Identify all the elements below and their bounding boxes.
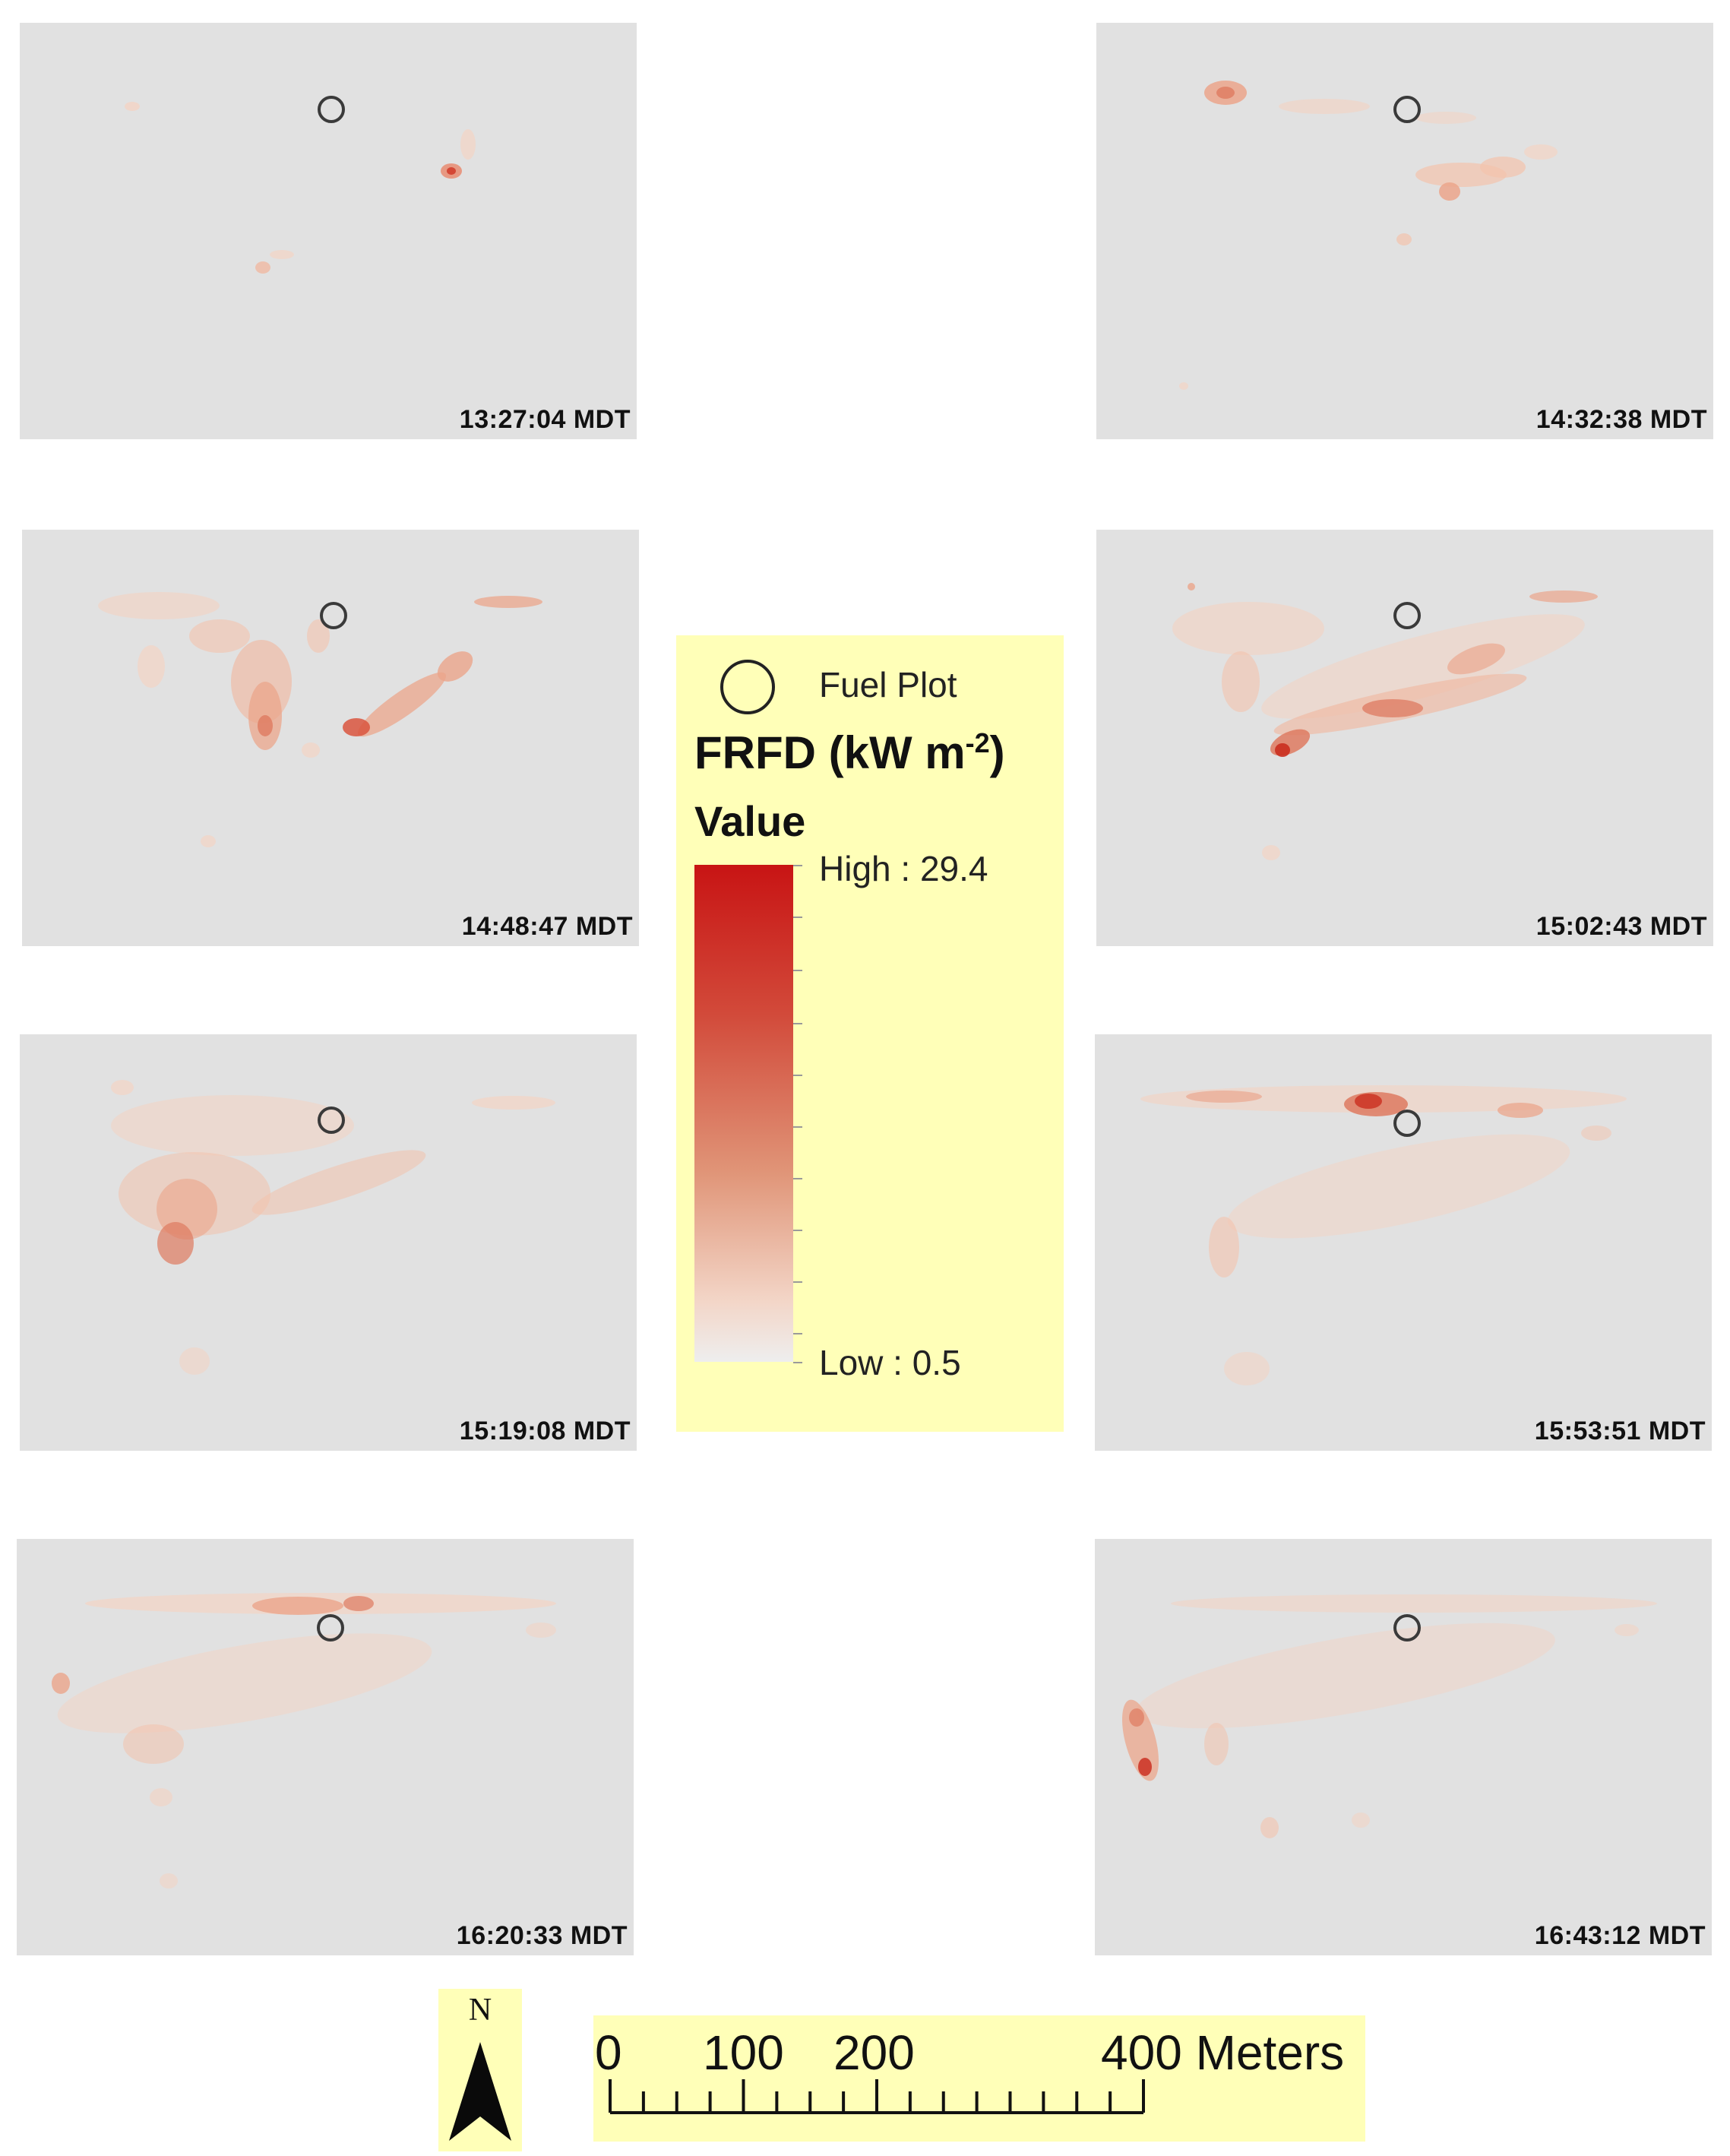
legend-high-label: High : 29.4	[819, 849, 988, 888]
scale-bar: 0 100 200 400 Meters	[593, 2015, 1365, 2142]
north-arrow-icon	[449, 2042, 511, 2141]
ramp-tick	[793, 1362, 802, 1363]
legend-subtitle: Value	[694, 797, 806, 845]
north-letter: N	[468, 1993, 492, 2028]
panel-timestamp: 16:20:33 MDT	[456, 1921, 628, 1950]
ramp-tick	[793, 1333, 802, 1334]
legend-low-label: Low : 0.5	[819, 1343, 961, 1382]
ramp-tick	[793, 1178, 802, 1179]
panel-timestamp: 15:53:51 MDT	[1534, 1417, 1706, 1445]
scale-label-0: 0	[595, 2025, 622, 2080]
frfd-heatmap	[111, 1080, 555, 1375]
fuel-plot-circle-icon	[320, 602, 347, 629]
ramp-tick	[793, 1075, 802, 1076]
frfd-heatmap	[1179, 81, 1558, 390]
panel-timestamp: 16:43:12 MDT	[1534, 1921, 1706, 1950]
panel-timestamp: 13:27:04 MDT	[459, 405, 631, 434]
fuel-plot-circle-icon	[720, 660, 775, 714]
map-panel-3: 14:48:47 MDT	[22, 530, 639, 946]
ramp-tick	[793, 865, 802, 866]
scale-label-200: 200	[833, 2025, 915, 2080]
map-panel-7: 16:20:33 MDT	[17, 1539, 634, 1955]
frfd-heatmap	[125, 102, 476, 274]
fuel-plot-circle-icon	[318, 96, 345, 123]
ramp-tick	[793, 1230, 802, 1231]
frfd-heatmap	[1140, 1085, 1627, 1385]
fuel-plot-circle-icon	[1393, 96, 1421, 123]
ramp-tick	[793, 917, 802, 918]
ramp-tick	[793, 1023, 802, 1024]
panel-timestamp: 15:02:43 MDT	[1535, 912, 1707, 941]
scale-label-100: 100	[703, 2025, 784, 2080]
map-legend: Fuel Plot FRFD (kW m-2) Value High : 29.…	[676, 635, 1064, 1432]
map-panel-5: 15:19:08 MDT	[20, 1034, 637, 1451]
ramp-tick	[793, 1281, 802, 1283]
frfd-heatmap	[1172, 583, 1598, 860]
fuel-plot-circle-icon	[317, 1614, 344, 1642]
north-arrow: N	[438, 1989, 522, 2151]
fuel-plot-circle-icon	[1393, 1614, 1421, 1642]
map-panel-1: 13:27:04 MDT	[20, 23, 637, 439]
map-panel-2: 14:32:38 MDT	[1096, 23, 1713, 439]
map-panel-6: 15:53:51 MDT	[1095, 1034, 1712, 1451]
legend-title: FRFD (kW m-2)	[694, 727, 1005, 778]
map-panel-4: 15:02:43 MDT	[1096, 530, 1713, 946]
frfd-heatmap	[98, 592, 542, 847]
panel-timestamp: 14:32:38 MDT	[1535, 405, 1707, 434]
fuel-plot-circle-icon	[1393, 602, 1421, 629]
panel-timestamp: 15:19:08 MDT	[459, 1417, 631, 1445]
fuel-plot-circle-icon	[318, 1106, 345, 1134]
frfd-heatmap	[52, 1593, 556, 1888]
scale-label-400: 400 Meters	[1101, 2025, 1345, 2080]
fuel-plot-circle-icon	[1393, 1110, 1421, 1137]
frfd-heatmap	[1122, 1594, 1657, 1838]
fuel-plot-label: Fuel Plot	[819, 665, 957, 704]
ramp-tick	[793, 970, 802, 971]
color-ramp	[694, 865, 793, 1362]
map-panel-8: 16:43:12 MDT	[1095, 1539, 1712, 1955]
panel-timestamp: 14:48:47 MDT	[461, 912, 633, 941]
ramp-tick	[793, 1126, 802, 1128]
scale-bar-graphic	[609, 2079, 1145, 2114]
